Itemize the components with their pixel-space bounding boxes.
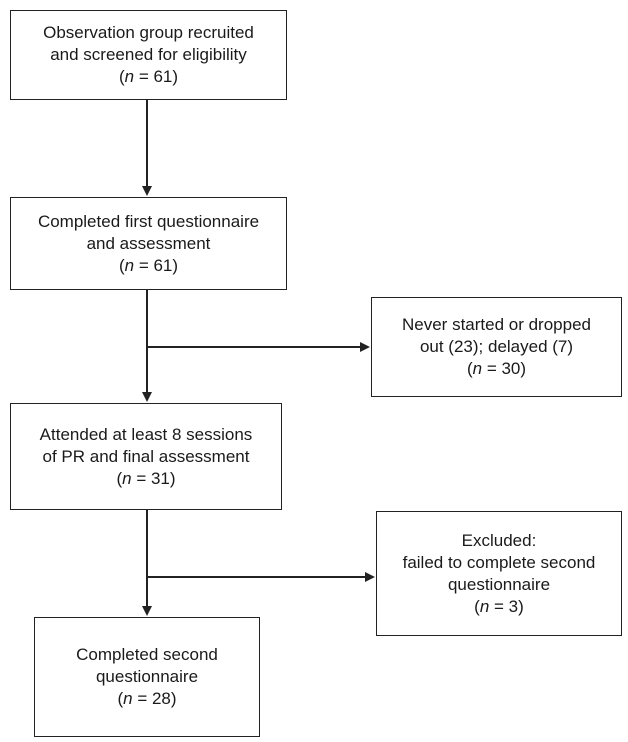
box-recruited-count: (n = 61) [118, 67, 179, 86]
box-second-questionnaire-line-2: questionnaire [95, 667, 199, 686]
box-attended-sessions-line-2: of PR and final assessment [42, 446, 250, 466]
box-excluded: Excluded: failed to complete second ques… [376, 511, 622, 636]
box-dropped-out-count: (n = 30) [466, 359, 527, 378]
box-attended-sessions-line-1: Attended at least 8 sessions [39, 424, 253, 444]
box-dropped-out-line-2: out (23); delayed (7) [419, 337, 574, 356]
box-first-questionnaire: Completed first questionnaire and assess… [10, 197, 287, 290]
box-dropped-out: Never started or dropped out (23); delay… [371, 297, 622, 397]
box-attended-sessions: Attended at least 8 sessions of PR and f… [10, 403, 282, 510]
box-recruited-line-2: and screened for eligibility [50, 45, 247, 64]
box-recruited: Observation group recruited and screened… [10, 10, 287, 100]
box-first-questionnaire-line-2: and assessment [86, 233, 211, 253]
box-excluded-line-2: failed to complete second [402, 552, 596, 572]
box-excluded-count: (n = 3) [474, 596, 524, 616]
box-first-questionnaire-count: (n = 61) [118, 255, 179, 275]
box-second-questionnaire-count: (n = 28) [117, 689, 177, 708]
box-excluded-line-1: Excluded: [461, 530, 537, 550]
box-second-questionnaire-line-1: Completed second [76, 645, 218, 664]
box-first-questionnaire-line-1: Completed first questionnaire [37, 211, 260, 231]
box-second-questionnaire: Completed second questionnaire (n = 28) [34, 617, 260, 737]
box-excluded-line-3: questionnaire [447, 574, 551, 594]
box-dropped-out-line-1: Never started or dropped [402, 315, 591, 334]
box-attended-sessions-count: (n = 31) [116, 468, 176, 488]
box-recruited-line-1: Observation group recruited [43, 23, 254, 42]
